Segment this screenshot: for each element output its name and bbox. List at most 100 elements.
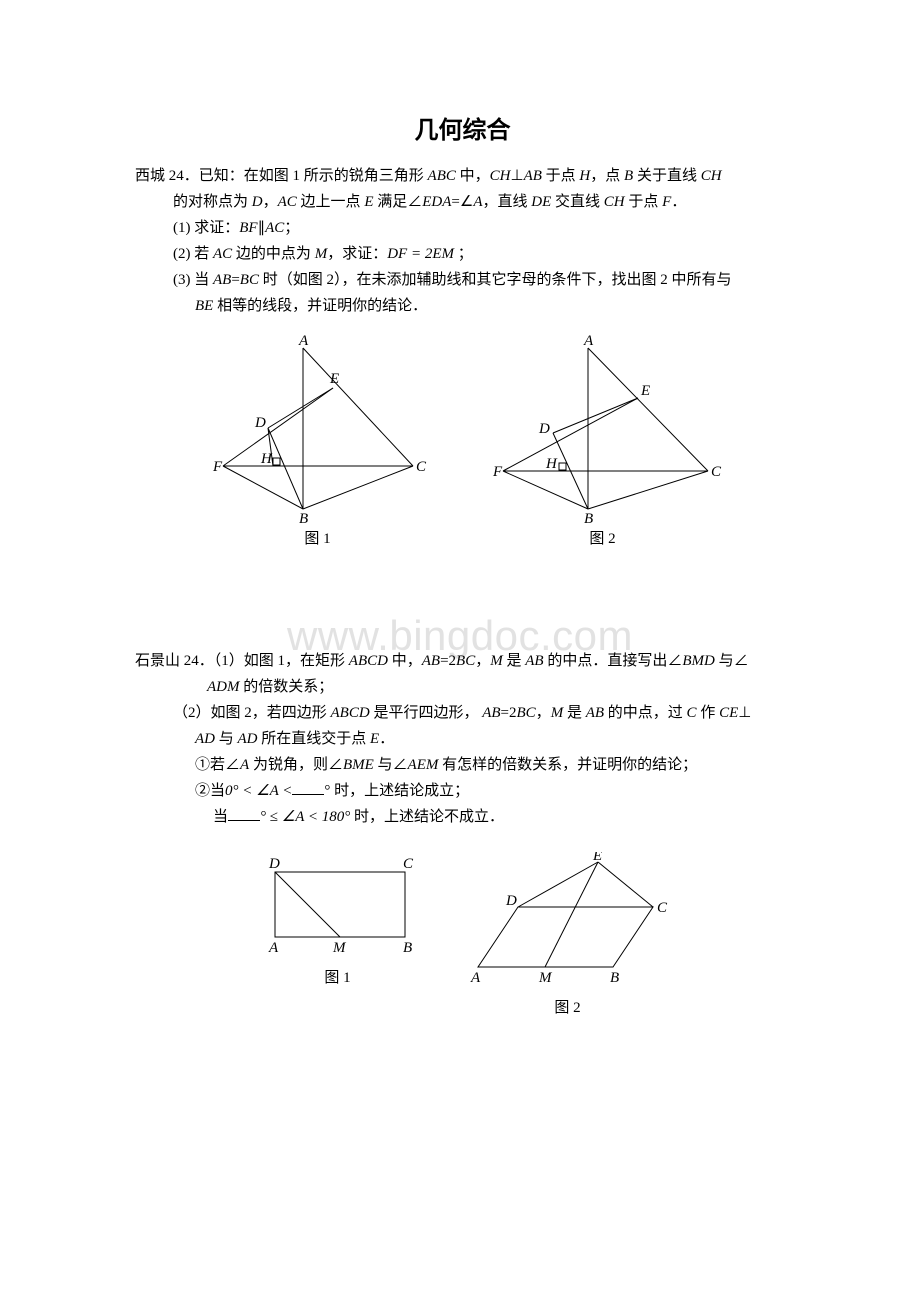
t: 与∠ <box>374 757 408 773</box>
t: 时（如图 2），在未添加辅助线和其它字母的条件下，找出图 2 中所有与 <box>259 272 732 288</box>
ABCD2: ABCD <box>331 705 370 721</box>
p1-fig2: A E D F H C B 图 2 <box>483 333 723 548</box>
abc: ABC <box>428 168 456 184</box>
p1-fig1-svg: A E D F H C B <box>203 333 433 523</box>
BC2: BC <box>517 705 536 721</box>
p2-sub1: ①若∠A 为锐角，则∠BME 与∠AEM 有怎样的倍数关系，并证明你的结论； <box>135 752 790 778</box>
p2-q2: （2）如图 2，若四边形 ABCD 是平行四边形， AB=2BC，M 是 AB … <box>135 700 790 726</box>
p2-fig2-svg: E D C A M B <box>463 852 673 992</box>
F: F <box>662 194 671 210</box>
p2-fig2-label: 图 2 <box>463 996 673 1017</box>
t: (2) 若 <box>173 246 213 262</box>
p1-fig2-svg: A E D F H C B <box>483 333 723 523</box>
t: ，直线 <box>483 194 532 210</box>
DE: DE <box>531 194 551 210</box>
t: 满足∠ <box>373 194 422 210</box>
lbl-M: M <box>332 940 347 956</box>
expr1: 0° < ∠A < <box>225 783 292 799</box>
blank2 <box>228 806 260 821</box>
AEM: AEM <box>408 757 439 773</box>
ADM: ADM <box>207 679 240 695</box>
lbl-F: F <box>492 464 503 480</box>
t: 于点 <box>542 168 580 184</box>
t: 当 <box>213 809 228 825</box>
ABCD: ABCD <box>349 653 388 669</box>
M: M <box>315 246 328 262</box>
BMD: BMD <box>682 653 715 669</box>
t: 的中点．直接写出∠ <box>544 653 683 669</box>
AC3: AC <box>213 246 232 262</box>
CE: CE <box>719 705 738 721</box>
p1-fig2-label: 图 2 <box>483 527 723 548</box>
AB4: AB <box>586 705 604 721</box>
lbl-C: C <box>711 464 722 480</box>
BF: BF <box>239 220 257 236</box>
p1-q1: (1) 求证：BF∥AC； <box>135 215 790 241</box>
t: ° 时，上述结论成立； <box>324 783 469 799</box>
eq: = <box>440 653 448 669</box>
t: 边的中点为 <box>232 246 315 262</box>
lbl-M: M <box>538 970 553 986</box>
BC: BC <box>456 653 475 669</box>
t: ①若∠ <box>195 757 240 773</box>
t: 已知：在如图 1 所示的锐角三角形 <box>199 168 428 184</box>
BE: BE <box>195 298 213 314</box>
t: 与 <box>215 731 238 747</box>
t: 边上一点 <box>297 194 365 210</box>
eq: DF = 2EM <box>387 246 454 262</box>
t: 为锐角，则∠ <box>249 757 343 773</box>
t: (3) 当 <box>173 272 213 288</box>
problem2: 石景山 24．（1）如图 1，在矩形 ABCD 中，AB=2BC，M 是 AB … <box>135 648 790 1017</box>
p1-q2: (2) 若 AC 边的中点为 M，求证：DF = 2EM ； <box>135 241 790 267</box>
t: ， <box>263 194 278 210</box>
t: 中， <box>388 653 422 669</box>
t: ； <box>454 246 473 262</box>
H: H <box>579 168 590 184</box>
M: M <box>490 653 503 669</box>
lbl-C: C <box>657 900 668 916</box>
lbl-H: H <box>260 451 273 467</box>
p1-q3: (3) 当 AB=BC 时（如图 2），在未添加辅助线和其它字母的条件下，找出图… <box>135 267 790 293</box>
t: 交直线 <box>551 194 604 210</box>
lbl-C: C <box>416 459 427 475</box>
A: A <box>240 757 249 773</box>
ch: CH <box>490 168 511 184</box>
expr2: ° ≤ ∠A < 180° <box>260 809 350 825</box>
AC: AC <box>278 194 297 210</box>
p2-fig1: D C A M B 图 1 <box>253 852 423 1017</box>
p2-fig1-label: 图 1 <box>253 966 423 987</box>
t: （1）如图 1，在矩形 <box>214 653 349 669</box>
t: 有怎样的倍数关系，并证明你的结论； <box>438 757 697 773</box>
t: 于点 <box>625 194 663 210</box>
lbl-B: B <box>299 511 308 523</box>
p1-prefix: 西城 24． <box>135 168 199 184</box>
B: B <box>624 168 633 184</box>
AB3: AB <box>482 705 500 721</box>
p1-fig1-label: 图 1 <box>203 527 433 548</box>
t: ，点 <box>590 168 624 184</box>
two2: 2 <box>509 705 517 721</box>
lbl-H: H <box>545 456 558 472</box>
p2-fig2: E D C A M B 图 2 <box>463 852 673 1017</box>
t: ， <box>475 653 490 669</box>
lbl-D: D <box>505 893 517 909</box>
lbl-D: D <box>268 856 280 872</box>
p2-q2-l2: AD 与 AD 所在直线交于点 E． <box>135 726 790 752</box>
E: E <box>370 731 379 747</box>
t: 是 <box>563 705 586 721</box>
lbl-B: B <box>403 940 412 956</box>
C: C <box>687 705 697 721</box>
ch2: CH <box>701 168 722 184</box>
t: 时，上述结论不成立． <box>350 809 504 825</box>
A: A <box>473 194 482 210</box>
num: 24． <box>184 653 214 669</box>
eq: = <box>231 272 239 288</box>
BME: BME <box>343 757 374 773</box>
page-title: 几何综合 <box>135 110 790 145</box>
lbl-D: D <box>538 421 550 437</box>
t: =∠ <box>451 194 473 210</box>
lbl-A: A <box>268 940 279 956</box>
AD2: AD <box>238 731 258 747</box>
t: 中， <box>456 168 490 184</box>
t: (1) 求证： <box>173 220 239 236</box>
